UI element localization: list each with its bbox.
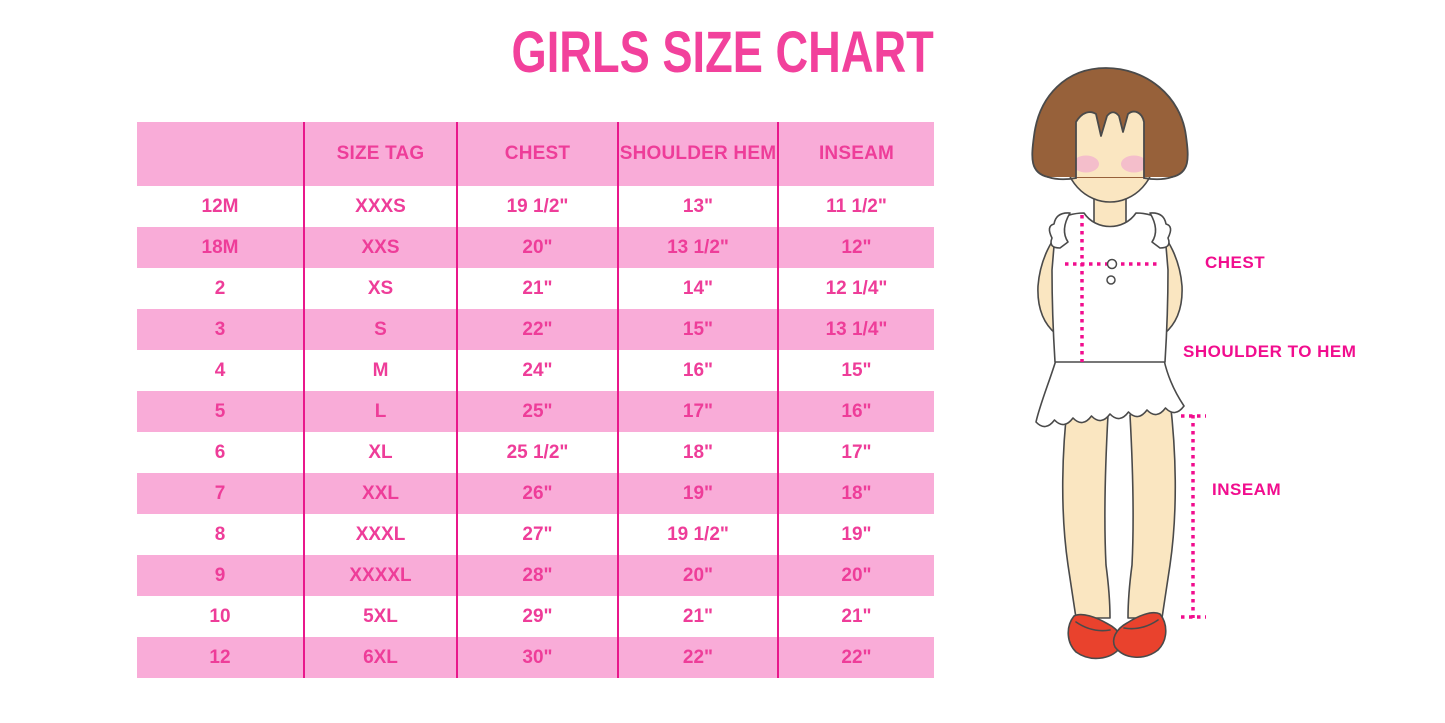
figure-top-button-1 (1106, 258, 1118, 270)
table-cell: 20" (777, 555, 934, 596)
table-cell: 19 1/2" (617, 514, 777, 555)
table-cell: 11 1/2" (777, 186, 934, 227)
inseam-measure-label: INSEAM (1212, 480, 1282, 499)
figure-left-cheek (1073, 155, 1099, 173)
table-cell: 13" (617, 186, 777, 227)
table-cell: 3 (137, 309, 303, 350)
table-cell: 8 (137, 514, 303, 555)
table-cell: 5 (137, 391, 303, 432)
header-cell: SHOULDER HEM (617, 122, 777, 186)
figure-right-ruffle (1149, 212, 1172, 249)
table-cell: 17" (777, 432, 934, 473)
table-cell: 12 (137, 637, 303, 678)
table-cell: 19" (777, 514, 934, 555)
table-cell: 15" (777, 350, 934, 391)
figure-top (1051, 212, 1169, 363)
table-cell: 21" (617, 596, 777, 637)
table-cell: 25 1/2" (456, 432, 617, 473)
table-cell: 4 (137, 350, 303, 391)
table-cell: 12M (137, 186, 303, 227)
table-cell: 27" (456, 514, 617, 555)
table-cell: 22" (456, 309, 617, 350)
figure-left-shoe (1067, 613, 1123, 660)
table-cell: 10 (137, 596, 303, 637)
table-cell: 28" (456, 555, 617, 596)
figure-right-cheek (1121, 155, 1147, 173)
girl-figure-illustration (1031, 67, 1206, 660)
shoulder-to-hem-measure-label: SHOULDER TO HEM (1183, 342, 1357, 361)
figure-left-shoe-strap (1075, 621, 1111, 632)
table-cell: 22" (617, 637, 777, 678)
table-cell: 13 1/4" (777, 309, 934, 350)
table-cell: XXS (303, 227, 456, 268)
page-title: GIRLS SIZE CHART (0, 24, 1445, 82)
figure-top-button-2 (1106, 275, 1116, 285)
table-cell: 7 (137, 473, 303, 514)
table-cell: 9 (137, 555, 303, 596)
table-cell: 20" (456, 227, 617, 268)
table-cell: 30" (456, 637, 617, 678)
page-title-text: GIRLS SIZE CHART (511, 20, 934, 85)
table-cell: XL (303, 432, 456, 473)
table-cell: 2 (137, 268, 303, 309)
figure-hair (1032, 68, 1188, 178)
table-cell: 13 1/2" (617, 227, 777, 268)
table-cell: XXXL (303, 514, 456, 555)
table-cell: 14" (617, 268, 777, 309)
table-cell: 12 1/4" (777, 268, 934, 309)
figure-skirt (1035, 359, 1185, 428)
table-cell: 29" (456, 596, 617, 637)
table-cell: 16" (617, 350, 777, 391)
table-cell: XXXS (303, 186, 456, 227)
table-cell: 24" (456, 350, 617, 391)
table-cell: 5XL (303, 596, 456, 637)
figure-left-ruffle (1048, 212, 1071, 249)
figure-right-leg (1127, 399, 1177, 619)
header-cell: SIZE TAG (303, 122, 456, 186)
table-cell: 21" (456, 268, 617, 309)
figure-left-leg (1061, 399, 1111, 619)
table-cell: M (303, 350, 456, 391)
table-cell: XXL (303, 473, 456, 514)
table-cell: 18M (137, 227, 303, 268)
table-cell: 19" (617, 473, 777, 514)
table-cell: 16" (777, 391, 934, 432)
table-cell: 18" (777, 473, 934, 514)
chest-measure-label: CHEST (1205, 253, 1266, 272)
table-cell: S (303, 309, 456, 350)
header-cell: INSEAM (777, 122, 934, 186)
table-cell: 25" (456, 391, 617, 432)
table-cell: 6XL (303, 637, 456, 678)
table-cell: 22" (777, 637, 934, 678)
table-cell: XXXXL (303, 555, 456, 596)
table-cell: 26" (456, 473, 617, 514)
figure-hair-right-edge (1143, 176, 1173, 181)
table-cell: 6 (137, 432, 303, 473)
table-cell: 19 1/2" (456, 186, 617, 227)
table-cell: 20" (617, 555, 777, 596)
table-cell: 12" (777, 227, 934, 268)
table-cell: 15" (617, 309, 777, 350)
table-cell: L (303, 391, 456, 432)
table-cell: XS (303, 268, 456, 309)
figure-hair-left-edge (1047, 176, 1077, 181)
table-cell: 18" (617, 432, 777, 473)
table-cell: 17" (617, 391, 777, 432)
figure-right-shoe-strap (1123, 619, 1159, 630)
header-cell: CHEST (456, 122, 617, 186)
table-cell: 21" (777, 596, 934, 637)
figure-hair-outline (1031, 67, 1189, 178)
header-cell (137, 122, 303, 186)
size-table: SIZE TAG CHEST SHOULDER HEM INSEAM 12M XXXS 19… (137, 122, 934, 678)
figure-hairline (1075, 110, 1145, 179)
